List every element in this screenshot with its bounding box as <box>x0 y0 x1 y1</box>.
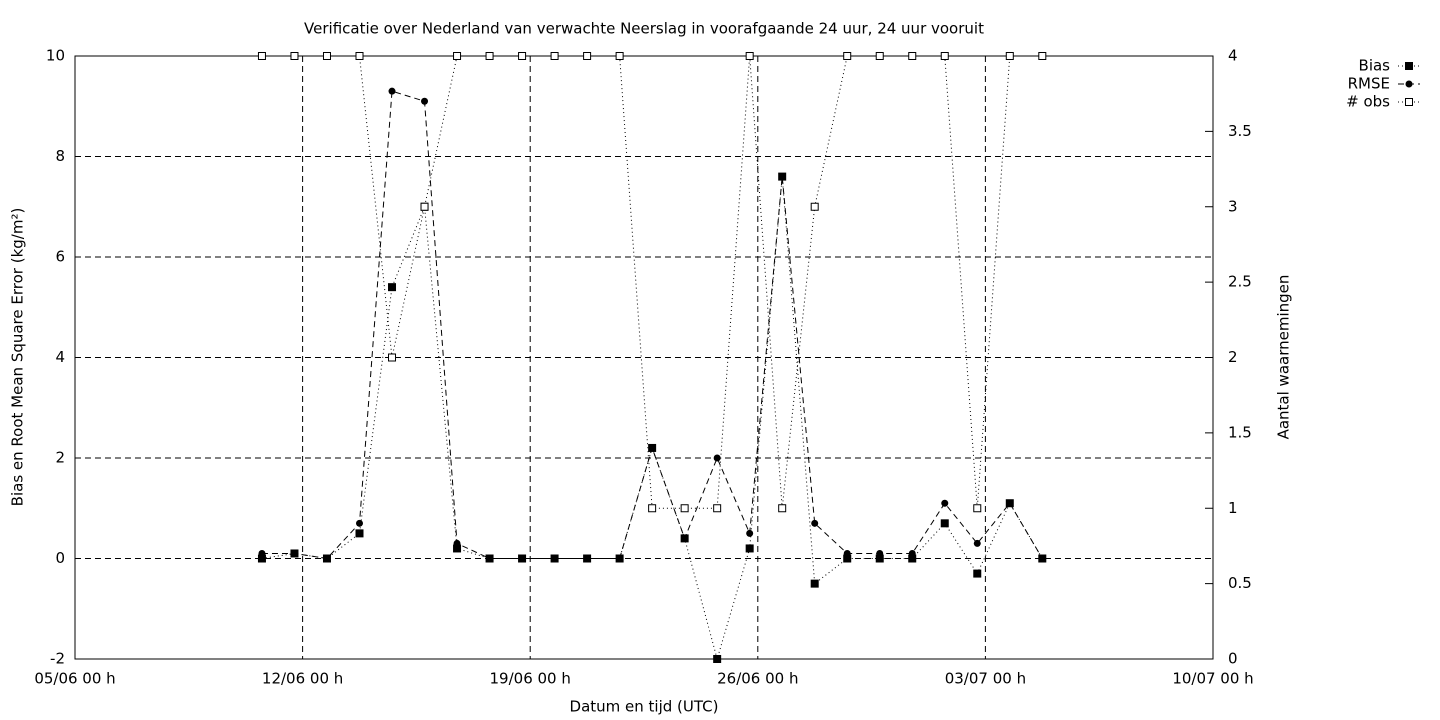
data-point <box>680 504 689 513</box>
data-point <box>1038 52 1047 60</box>
data-point <box>616 555 624 562</box>
legend-marker <box>1405 98 1413 106</box>
data-point <box>875 52 884 60</box>
data-point <box>453 52 462 60</box>
data-point <box>973 539 981 547</box>
data-point <box>583 555 591 562</box>
data-point <box>746 529 754 537</box>
y-tick-label: 4 <box>55 348 65 366</box>
plot-border <box>74 55 1214 660</box>
y-tick-label: 2 <box>55 449 65 467</box>
data-point <box>258 549 266 557</box>
data-point <box>908 549 916 557</box>
y-tick-label: 8 <box>55 147 65 165</box>
data-point <box>810 579 819 588</box>
data-point <box>1006 499 1014 507</box>
data-point <box>615 52 624 60</box>
data-point <box>745 544 754 553</box>
legend-label: # obs <box>1346 93 1390 111</box>
legend-marker <box>1405 80 1413 88</box>
series-line <box>261 55 1043 509</box>
data-point <box>648 444 656 452</box>
data-point <box>583 52 592 60</box>
y2-tick-label: 0.5 <box>1228 574 1252 592</box>
data-point <box>518 555 526 562</box>
x-tick-label: 03/07 00 h <box>945 670 1026 688</box>
y-axis-label: Bias en Root Mean Square Error (kg/m²) <box>9 208 27 507</box>
data-point <box>290 52 299 60</box>
data-point <box>940 519 949 528</box>
data-point <box>550 52 559 60</box>
data-point <box>551 555 559 562</box>
y2-tick-label: 3 <box>1228 197 1238 215</box>
data-point <box>713 655 722 663</box>
data-point <box>810 202 819 211</box>
y-tick-label: 10 <box>46 47 65 65</box>
data-point <box>485 52 494 60</box>
data-point <box>322 52 331 60</box>
data-point <box>356 519 363 527</box>
data-point <box>421 97 429 105</box>
y-tick-label: 6 <box>55 248 65 266</box>
series-line <box>261 90 1043 560</box>
data-point <box>388 283 397 292</box>
chart-title: Verificatie over Nederland van verwachte… <box>304 20 984 38</box>
legend-marker <box>1405 62 1413 70</box>
data-point <box>355 529 364 538</box>
data-point <box>908 52 917 60</box>
y-tick-label: 0 <box>55 549 65 567</box>
data-point <box>388 353 397 362</box>
data-point <box>811 519 819 527</box>
data-point <box>648 504 657 513</box>
x-tick-label: 05/06 00 h <box>34 670 115 688</box>
data-point <box>941 499 949 507</box>
data-point <box>486 555 494 562</box>
data-point <box>713 504 722 513</box>
y2-tick-label: 4 <box>1228 47 1238 65</box>
data-point <box>290 549 298 557</box>
data-point <box>257 52 266 60</box>
data-point <box>681 534 689 542</box>
y-tick-label: -2 <box>50 650 65 668</box>
x-axis-label: Datum en tijd (UTC) <box>570 698 719 716</box>
y2-axis-label: Aantal waarnemingen <box>1275 275 1293 440</box>
legend-label: RMSE <box>1348 75 1390 93</box>
data-point <box>453 539 461 547</box>
data-point <box>518 52 527 60</box>
x-tick-label: 19/06 00 h <box>490 670 571 688</box>
data-point <box>778 173 786 181</box>
legend-label: Bias <box>1359 57 1391 75</box>
data-point <box>843 52 852 60</box>
y2-tick-label: 3.5 <box>1228 122 1252 140</box>
data-point <box>940 52 949 60</box>
data-point <box>973 569 982 578</box>
data-point <box>355 52 364 60</box>
data-point <box>713 454 721 462</box>
y2-tick-label: 0 <box>1228 650 1238 668</box>
data-point <box>973 504 982 513</box>
x-tick-label: 12/06 00 h <box>262 670 343 688</box>
data-point <box>388 87 396 95</box>
data-point <box>323 555 331 562</box>
data-point <box>1005 52 1014 60</box>
data-point <box>420 202 429 211</box>
data-point <box>778 504 787 513</box>
y2-tick-label: 2 <box>1228 348 1238 366</box>
x-tick-label: 10/07 00 h <box>1172 670 1253 688</box>
x-tick-label: 26/06 00 h <box>717 670 798 688</box>
y2-tick-label: 2.5 <box>1228 273 1252 291</box>
series-line <box>261 176 1043 661</box>
data-point <box>876 549 884 557</box>
data-point <box>1038 555 1046 562</box>
y2-tick-label: 1 <box>1228 499 1238 517</box>
data-point <box>745 52 754 60</box>
data-point <box>843 549 851 557</box>
y2-tick-label: 1.5 <box>1228 423 1252 441</box>
